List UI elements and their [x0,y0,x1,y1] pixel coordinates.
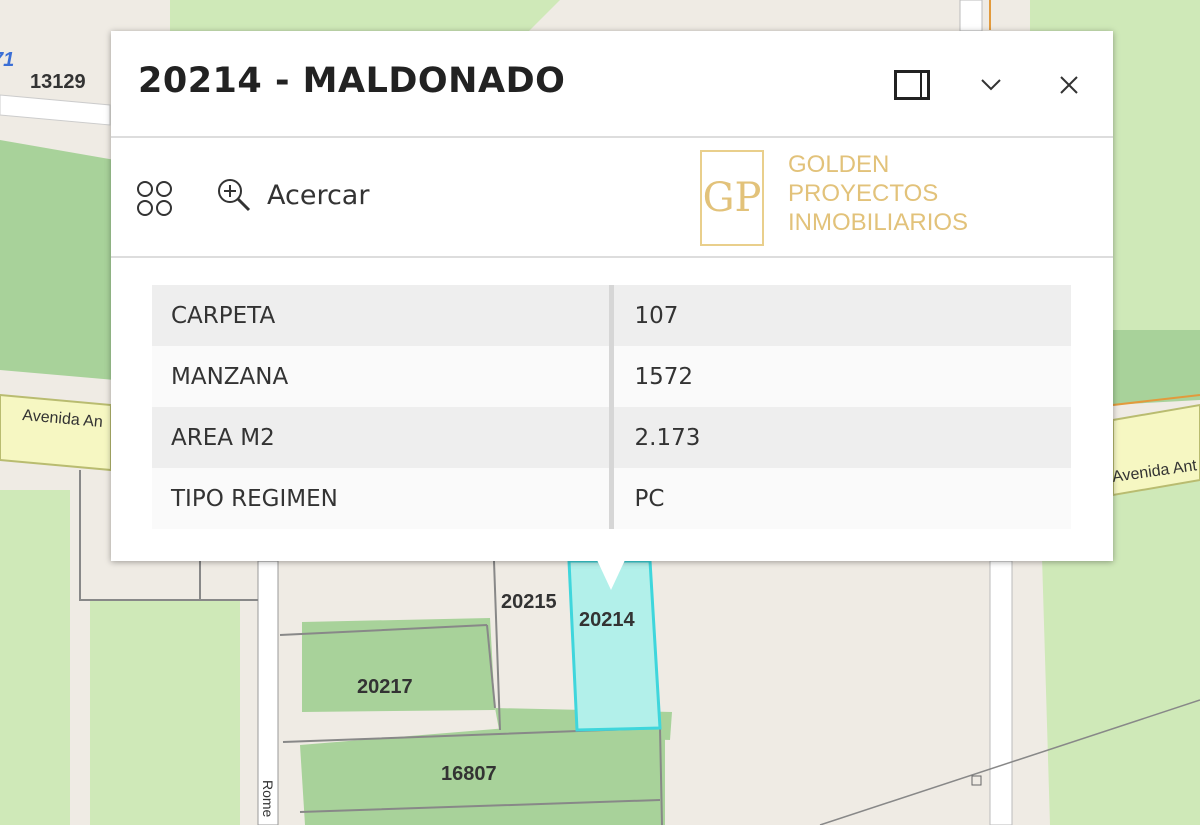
zoom-in-icon [218,179,251,212]
attribute-key: MANZANA [152,346,614,407]
attribute-key: TIPO REGIMEN [152,468,614,529]
attribute-value: 107 [611,285,1071,346]
popup-title: 20214 - MALDONADO [138,61,566,101]
attribute-value: PC [611,468,1071,529]
table-row: AREA M2 2.173 [152,407,1071,468]
chevron-down-icon [981,79,1001,91]
zoom-to-label: Acercar [267,179,370,211]
collapse-button[interactable] [973,67,1009,103]
map-label: 20214 [579,609,635,631]
map-label: 13129 [30,71,86,93]
popup-toolbar: Acercar [111,138,1113,258]
attribute-key: AREA M2 [152,407,614,468]
popup-header: 20214 - MALDONADO [111,31,1113,138]
dock-icon [894,70,930,100]
table-row: MANZANA 1572 [152,346,1071,407]
more-actions-button[interactable] [136,180,174,218]
close-button[interactable] [1051,67,1087,103]
attribute-key: CARPETA [152,285,614,346]
attributes-table: CARPETA 107 MANZANA 1572 AREA M2 2.173 TIPO… [152,285,1071,529]
close-icon [1060,76,1078,94]
attribute-value: 1572 [611,346,1071,407]
map-label: 20215 [501,591,557,613]
map-label: 20217 [357,676,413,698]
map-label: 71 [0,49,14,71]
map-label: 16807 [441,763,497,785]
popup-pointer [597,560,625,590]
attribute-value: 2.173 [611,407,1071,468]
feature-popup: 20214 - MALDONADO Acercar CARPETA 107 MAN… [111,31,1113,561]
table-row: CARPETA 107 [152,285,1071,346]
road-label: Rome [260,780,276,818]
four-circles-icon [137,181,172,216]
table-row: TIPO REGIMEN PC [152,468,1071,529]
dock-button[interactable] [894,67,930,103]
road-label: Avenida An [22,407,104,431]
zoom-to-button[interactable]: Acercar [217,178,369,212]
